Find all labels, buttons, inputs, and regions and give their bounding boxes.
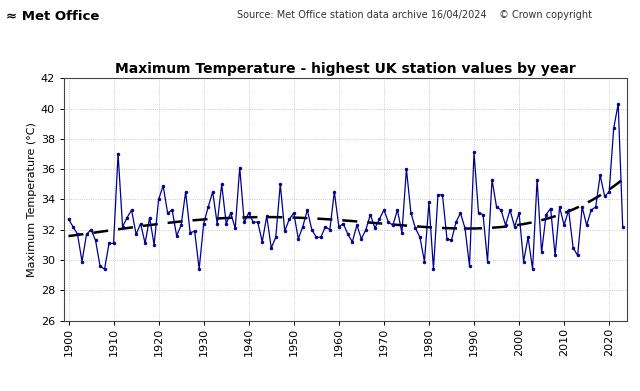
Title: Maximum Temperature - highest UK station values by year: Maximum Temperature - highest UK station… bbox=[115, 62, 576, 75]
Y-axis label: Maximum Temperature (°C): Maximum Temperature (°C) bbox=[26, 122, 36, 277]
Text: Source: Met Office station data archive 16/04/2024    © Crown copyright: Source: Met Office station data archive … bbox=[237, 10, 592, 20]
Station bbox=[100, 267, 108, 271]
Station bbox=[69, 224, 77, 229]
Station trend bbox=[332, 217, 339, 222]
Station trend bbox=[605, 187, 613, 192]
Station bbox=[619, 224, 627, 229]
Line: Station: Station bbox=[67, 102, 624, 271]
Station bbox=[105, 241, 113, 246]
Station trend bbox=[619, 177, 627, 182]
Station bbox=[312, 235, 320, 240]
Station trend bbox=[519, 222, 527, 226]
Station bbox=[232, 226, 239, 231]
Station bbox=[614, 102, 622, 106]
Line: Station trend: Station trend bbox=[68, 179, 623, 236]
Station trend bbox=[65, 234, 72, 239]
Station bbox=[389, 223, 397, 228]
Station trend bbox=[365, 220, 372, 225]
Station trend bbox=[328, 217, 335, 222]
Station bbox=[65, 217, 72, 221]
Station trend bbox=[394, 222, 402, 227]
Station bbox=[173, 233, 180, 238]
Text: ≈ Met Office: ≈ Met Office bbox=[6, 10, 100, 23]
